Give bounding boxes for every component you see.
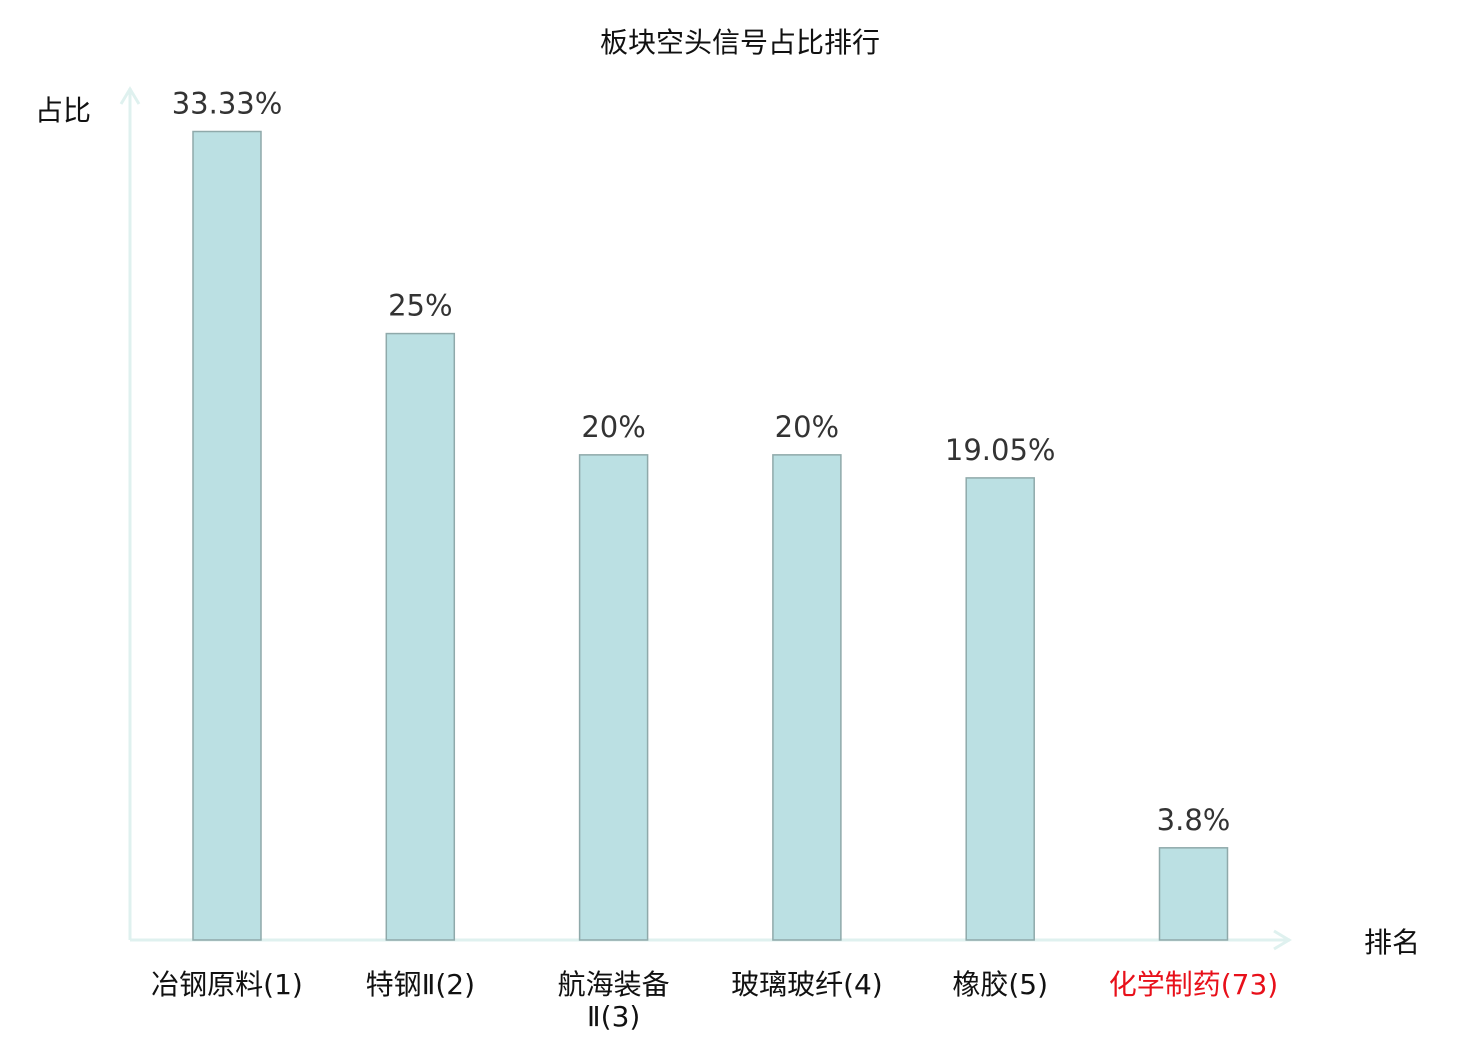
- x-tick-label-line: 橡胶(5): [952, 968, 1048, 1001]
- data-label: 20%: [581, 410, 645, 444]
- x-tick-label-line: 化学制药(73): [1109, 968, 1278, 1001]
- x-tick-label-line: Ⅱ(3): [587, 1000, 640, 1033]
- y-axis-label: 占比: [35, 94, 91, 127]
- data-label: 33.33%: [172, 87, 283, 121]
- data-label: 20%: [775, 410, 839, 444]
- x-tick-label: 特钢Ⅱ(2): [366, 968, 475, 1001]
- bar: [1158, 847, 1229, 941]
- x-axis-label: 排名: [1364, 926, 1420, 959]
- x-tick-label-line: 玻璃玻纤(4): [731, 968, 883, 1001]
- bar: [772, 454, 842, 941]
- bar: [192, 130, 262, 941]
- x-axis-arrow: [1273, 929, 1292, 951]
- x-tick-label-line: 冶钢原料(1): [151, 968, 303, 1001]
- x-tick-label: 玻璃玻纤(4): [731, 968, 883, 1001]
- x-tick-label: 橡胶(5): [952, 968, 1048, 1001]
- bar: [385, 332, 456, 941]
- x-tick-label-line: 特钢Ⅱ(2): [366, 968, 475, 1001]
- data-label: 25%: [388, 289, 452, 323]
- bar: [578, 454, 649, 941]
- x-tick-label-line: 航海装备: [558, 968, 670, 1001]
- bar: [965, 477, 1035, 941]
- data-label: 3.8%: [1157, 803, 1231, 837]
- data-label: 19.05%: [945, 433, 1056, 467]
- x-tick-label: 航海装备 Ⅱ(3): [558, 968, 670, 1033]
- x-tick-label: 化学制药(73): [1109, 968, 1278, 1001]
- y-axis-arrow: [119, 86, 141, 105]
- chart-title: 板块空头信号占比排行: [600, 26, 880, 59]
- x-tick-label: 冶钢原料(1): [151, 968, 303, 1001]
